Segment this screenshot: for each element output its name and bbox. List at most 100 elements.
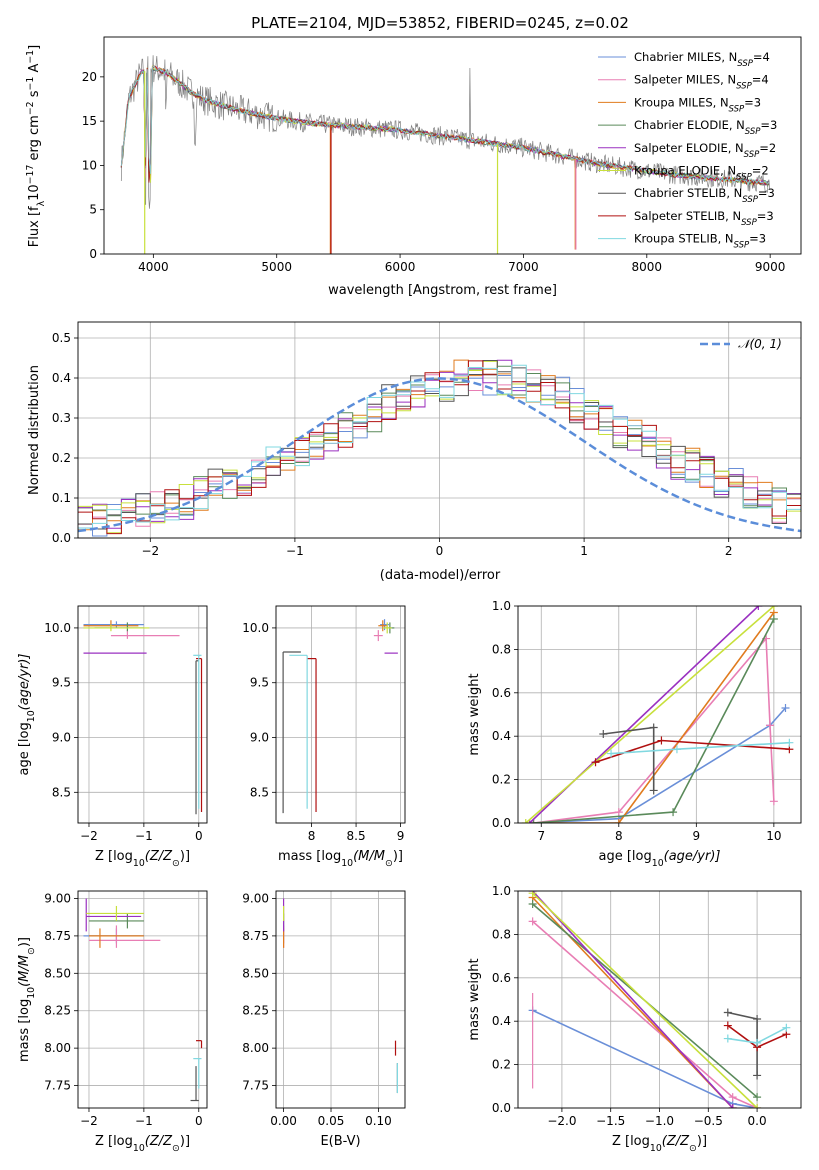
plot-area [521, 606, 794, 823]
x-axis-label-part: ⊙ [689, 1143, 697, 1154]
residual-histogram-line [78, 360, 801, 535]
y-axis-label: Flux [fλ10−17 erg cm−2 s−1 A−1] [25, 45, 47, 247]
x-axis-label-part: Z [log [95, 849, 133, 864]
legend-count: =3 [744, 95, 761, 109]
plot-area [282, 619, 398, 814]
mass-weight-marker [723, 1021, 732, 1030]
legend-subscript: SSP [741, 218, 757, 228]
legend-entry: Kroupa STELIB, NSSP=3 [634, 232, 766, 251]
weight-vs-metallicity-panel: −2.0 −1.5 −1.0 −0.5 0.0 0.0 0.2 0.4 0.6 0.8 1.0 Z [… [467, 884, 802, 1154]
mass-weight-line [532, 1009, 758, 1108]
x-axis-label-part: Z [log [95, 1134, 133, 1149]
x-axis-label: wavelength [Angstrom, rest frame] [328, 283, 557, 298]
legend-subscript: SSP [744, 150, 760, 160]
plot-area [83, 620, 203, 815]
x-axis-label-part: mass [log [278, 849, 341, 864]
legend-text: Chabrier STELIB, N [634, 186, 742, 200]
x-axis-label-part: 10 [133, 858, 145, 869]
x-tick-label: −1 [135, 1114, 153, 1128]
plot-area [528, 891, 791, 1108]
mass-weight-marker [769, 797, 778, 806]
x-tick-label: 2 [725, 544, 733, 558]
x-axis-label: E(B-V) [320, 1134, 360, 1149]
y-tick-label: 9.5 [52, 676, 71, 690]
x-axis-label-part: 10 [133, 1143, 145, 1154]
y-tick-label: 0.6 [492, 971, 511, 985]
legend-entry: Chabrier STELIB, NSSP=3 [634, 186, 775, 205]
legend-text: Kroupa STELIB, N [634, 232, 734, 246]
mass-weight-marker [669, 808, 678, 817]
y-tick-label: 8.50 [44, 966, 71, 980]
residual-histogram-panel: −2 −1 0 1 2 0.0 0.1 0.2 0.3 0.4 0.5 𝒩(0, 1) (data-mo… [27, 321, 802, 583]
x-tick-label: 0.10 [365, 1114, 392, 1128]
legend-count: =4 [752, 73, 769, 87]
axes-frame [77, 890, 208, 1109]
plot-area [120, 55, 771, 254]
x-axis-label-part: )] [697, 1134, 707, 1149]
x-axis-label-part: Z [log [612, 1134, 650, 1149]
legend-text: Salpeter MILES, N [634, 73, 736, 87]
y-axis-label-part: (M/M [17, 955, 32, 987]
x-tick-label: −1.5 [596, 1114, 625, 1128]
legend-entry: Salpeter ELODIE, NSSP=2 [634, 141, 776, 160]
legend-subscript: SSP [745, 127, 761, 137]
y-tick-label: 10.0 [242, 621, 269, 635]
y-tick-label: 9.0 [52, 731, 71, 745]
mass-weight-marker [528, 891, 537, 898]
y-tick-label: 8.75 [44, 929, 71, 943]
plot-area [78, 359, 801, 537]
x-tick-label: 4000 [138, 260, 169, 274]
legend-entry: 𝒩(0, 1) [738, 337, 782, 351]
x-axis-label-part: )] [180, 1134, 190, 1149]
mass-weight-marker [728, 1093, 737, 1102]
y-tick-label: 9.0 [250, 731, 269, 745]
x-axis-label-part: 10 [652, 858, 664, 869]
y-axis-label: mass weight [467, 958, 482, 1040]
mass-weight-marker [591, 758, 600, 767]
x-tick-label: −2 [141, 544, 159, 558]
x-tick-label: −2 [80, 829, 98, 843]
x-tick-label: 0.00 [270, 1114, 297, 1128]
mass-weight-marker [672, 745, 681, 754]
x-axis-label: Z [log10(Z/Z⊙)] [95, 849, 190, 869]
legend-subscript: SSP [736, 82, 752, 92]
y-axis-label-part: mass [log [17, 999, 32, 1062]
mass-weight-marker [782, 1023, 791, 1032]
y-tick-label: 8.50 [242, 966, 269, 980]
y-axis-label-part: )] [17, 937, 32, 947]
y-axis-label-part: −2 [25, 101, 36, 115]
mass-weight-line [525, 606, 775, 823]
legend-subscript: SSP [737, 59, 753, 69]
legend-text: Salpeter ELODIE, N [634, 141, 744, 155]
x-axis-label: mass [log10(M/M⊙)] [278, 849, 403, 869]
y-tick-label: 9.5 [250, 676, 269, 690]
x-tick-label: 5000 [261, 260, 292, 274]
residual-histogram-line [78, 364, 801, 529]
y-axis-label-part: Flux [f [27, 206, 42, 247]
mass-vs-metallicity-panel: −2 −1 07.758.008.258.508.759.00Z [log10(Z/… [17, 890, 208, 1154]
y-tick-label: 15 [82, 114, 97, 128]
y-tick-label: 9.00 [242, 891, 269, 905]
mass-weight-marker [753, 1093, 762, 1102]
x-axis-label-part: (Z/Z [145, 1134, 173, 1149]
x-tick-label: 8000 [632, 260, 663, 274]
x-tick-label: −0.5 [694, 1114, 723, 1128]
y-axis-label-part: −1 [25, 77, 36, 91]
mass-weight-marker [607, 749, 616, 758]
y-tick-label: 10.0 [44, 621, 71, 635]
y-axis-label-part: −17 [25, 165, 36, 185]
y-tick-label: 1.0 [492, 599, 511, 613]
y-tick-label: 20 [82, 70, 97, 84]
axes-frame [275, 890, 406, 1109]
mass-weight-marker [785, 738, 794, 747]
legend-count: =3 [749, 232, 766, 246]
mass-weight-marker [521, 819, 530, 823]
y-tick-label: 8.5 [52, 785, 71, 799]
y-tick-label: 0.6 [492, 686, 511, 700]
x-tick-label: 7 [537, 829, 545, 843]
y-axis-label-part: s [27, 90, 42, 101]
x-axis-label-part: )] [180, 849, 190, 864]
y-tick-label: 8.25 [242, 1004, 269, 1018]
